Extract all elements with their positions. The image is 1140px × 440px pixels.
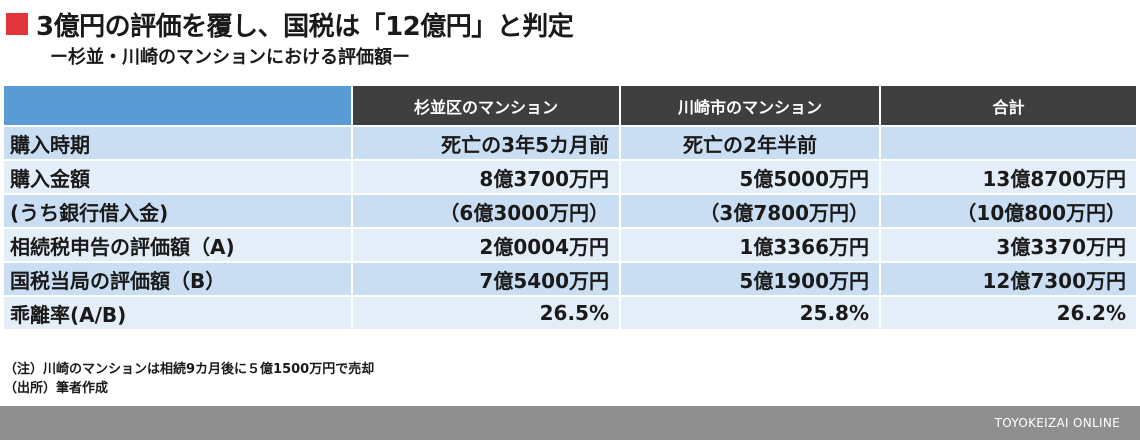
cell-total: 3億3370万円 — [880, 228, 1136, 263]
title-row: 3億円の評価を覆し、国税は「12億円」と判定 — [6, 4, 574, 44]
cell-kawasaki: （3億7800万円） — [620, 194, 881, 229]
valuation-table: 杉並区のマンション 川崎市のマンション 合計 購入時期 死亡の3年5カ月前 死亡… — [4, 86, 1136, 331]
footer-bar: TOYOKEIZAI ONLINE — [0, 406, 1140, 440]
cell-kawasaki: 25.8% — [620, 296, 881, 331]
cell-total — [880, 126, 1136, 161]
row-label-bank-loan: (うち銀行借入金) — [4, 194, 353, 229]
row-label-tax-authority-valuation: 国税当局の評価額（B） — [4, 262, 353, 297]
page-title: 3億円の評価を覆し、国税は「12億円」と判定 — [36, 11, 574, 42]
notes: （注）川崎のマンションは相続9カ月後に５億1500万円で売却 （出所）筆者作成 — [4, 360, 374, 398]
title-marker-square — [6, 13, 28, 35]
cell-suginami: 26.5% — [352, 296, 621, 331]
cell-total: 26.2% — [880, 296, 1136, 331]
row-label-divergence-rate: 乖離率(A/B) — [4, 296, 353, 331]
table-row: 購入金額 8億3700万円 5億5000万円 13億8700万円 — [4, 160, 1136, 195]
table-header-row: 杉並区のマンション 川崎市のマンション 合計 — [4, 86, 1136, 127]
row-label-purchase-price: 購入金額 — [4, 160, 353, 195]
cell-total: 12億7300万円 — [880, 262, 1136, 297]
column-header-suginami: 杉並区のマンション — [352, 86, 621, 127]
cell-suginami: 8億3700万円 — [352, 160, 621, 195]
cell-total: （10億800万円） — [880, 194, 1136, 229]
column-header-kawasaki: 川崎市のマンション — [620, 86, 881, 127]
cell-kawasaki: 5億1900万円 — [620, 262, 881, 297]
cell-total: 13億8700万円 — [880, 160, 1136, 195]
cell-kawasaki: 5億5000万円 — [620, 160, 881, 195]
cell-kawasaki: 死亡の2年半前 — [620, 126, 881, 161]
cell-suginami: 2億0004万円 — [352, 228, 621, 263]
table-row: 相続税申告の評価額（A) 2億0004万円 1億3366万円 3億3370万円 — [4, 228, 1136, 263]
note-source: （出所）筆者作成 — [4, 381, 109, 396]
cell-suginami: （6億3000万円） — [352, 194, 621, 229]
row-label-purchase-time: 購入時期 — [4, 126, 353, 161]
footer-brand: TOYOKEIZAI ONLINE — [994, 416, 1120, 430]
table-row: 国税当局の評価額（B） 7億5400万円 5億1900万円 12億7300万円 — [4, 262, 1136, 297]
cell-suginami: 7億5400万円 — [352, 262, 621, 297]
cell-kawasaki: 1億3366万円 — [620, 228, 881, 263]
table-row: (うち銀行借入金) （6億3000万円） （3億7800万円） （10億800万… — [4, 194, 1136, 229]
table-header-corner — [4, 86, 353, 127]
page-subtitle: ー杉並・川崎のマンションにおける評価額ー — [50, 47, 410, 68]
table-row: 乖離率(A/B) 26.5% 25.8% 26.2% — [4, 296, 1136, 331]
column-header-total: 合計 — [880, 86, 1136, 127]
table-row: 購入時期 死亡の3年5カ月前 死亡の2年半前 — [4, 126, 1136, 161]
cell-suginami: 死亡の3年5カ月前 — [352, 126, 621, 161]
row-label-tax-return-valuation: 相続税申告の評価額（A) — [4, 228, 353, 263]
note-kawasaki-sale: （注）川崎のマンションは相続9カ月後に５億1500万円で売却 — [4, 362, 375, 377]
